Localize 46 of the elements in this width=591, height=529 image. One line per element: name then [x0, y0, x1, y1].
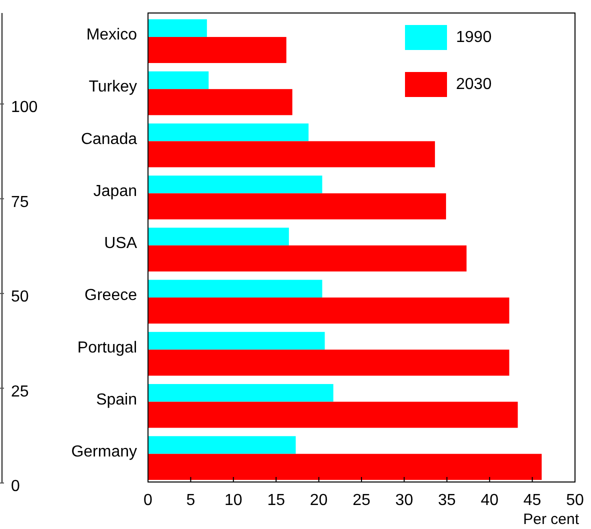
bar [148, 228, 289, 246]
x-tick-label: 0 [144, 492, 153, 509]
bar [148, 245, 467, 272]
x-tick-label: 15 [267, 492, 286, 509]
y2-tick-label: 0 [11, 478, 20, 496]
y2-tick-label: 100 [11, 99, 38, 116]
bar [148, 89, 292, 116]
y2-tick-label: 50 [11, 288, 29, 306]
bar [148, 402, 518, 428]
bar [148, 454, 542, 480]
y-tick-label: Spain [96, 391, 137, 408]
x-tick-label: 35 [438, 492, 456, 509]
bar [148, 436, 296, 454]
bar [148, 176, 322, 194]
bar [148, 71, 209, 90]
x-tick-label: 30 [395, 492, 414, 509]
y-tick-label: Mexico [86, 26, 138, 44]
x-tick-label: 50 [566, 492, 584, 509]
x-tick-label: 25 [352, 492, 370, 509]
bar [148, 350, 510, 376]
bar [148, 36, 286, 64]
y-tick-label: Greece [84, 287, 138, 304]
x-tick-label: 20 [310, 492, 328, 509]
legend-label: 1990 [456, 29, 492, 46]
y-tick-label: USA [104, 235, 138, 252]
bar [148, 19, 207, 37]
x-tick-label: 10 [224, 492, 242, 509]
bar [148, 332, 325, 350]
y-tick-label: Japan [93, 182, 137, 200]
bar [148, 280, 322, 298]
y2-tick-label: 25 [11, 383, 29, 400]
bar [148, 193, 446, 220]
y-tick-label: Germany [71, 444, 137, 461]
x-axis-title: Per cent [523, 511, 580, 528]
y2-tick-label: 75 [11, 194, 29, 211]
bar [148, 384, 334, 402]
y-tick-label: Turkey [88, 78, 137, 96]
x-tick-label: 40 [480, 492, 499, 509]
bar [148, 141, 435, 168]
x-tick-label: 45 [523, 492, 542, 509]
bar [148, 298, 510, 324]
y-tick-label: Canada [80, 130, 138, 148]
legend-label: 2030 [456, 76, 492, 94]
x-tick-label: 5 [186, 492, 196, 509]
bar [148, 123, 309, 142]
y-tick-label: Portugal [77, 339, 137, 356]
